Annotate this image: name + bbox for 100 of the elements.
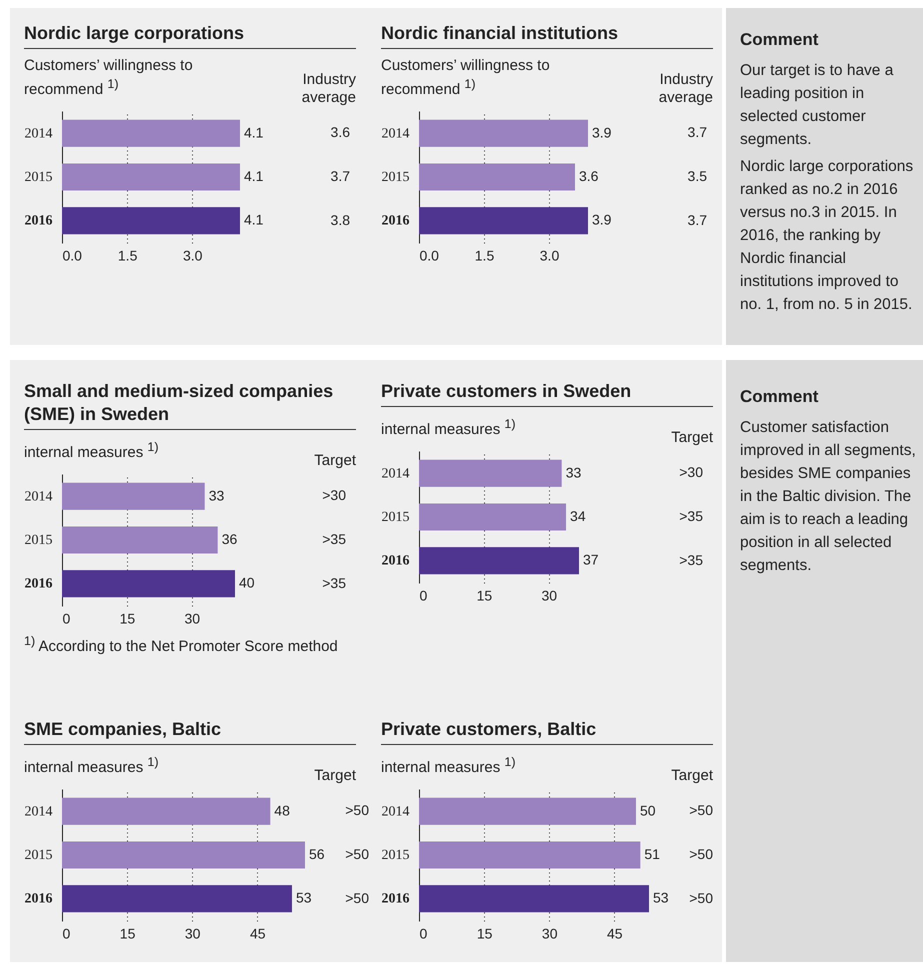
y-tick-label: 2015 xyxy=(24,170,52,185)
text: Target xyxy=(313,452,356,470)
text: 3.8 xyxy=(330,212,350,228)
text: Target xyxy=(670,429,713,447)
y-tick-label: 2014 xyxy=(382,804,410,820)
x-tick-label: 30 xyxy=(541,588,558,604)
text: $^{1)}$ According to the Net Promoter Score method xyxy=(24,634,339,655)
text: 3.7 xyxy=(688,124,708,140)
y-tick-label: 2015 xyxy=(382,170,410,185)
bar xyxy=(419,503,566,531)
chart-title: Private customers, Baltic xyxy=(381,718,713,745)
data-label: 53 xyxy=(653,890,669,906)
text: Industry average xyxy=(300,71,356,107)
text: >35 xyxy=(679,552,704,568)
data-label: 50 xyxy=(640,802,656,818)
y-tick-label: 2014 xyxy=(382,466,410,482)
y-tick-label: 2014 xyxy=(24,489,52,504)
y-tick-label: 2016 xyxy=(24,214,52,229)
data-label: 53 xyxy=(296,890,312,906)
x-tick-label: 30 xyxy=(184,610,200,626)
data-label: 48 xyxy=(274,802,290,818)
y-tick-label: 2014 xyxy=(382,126,410,142)
data-label: 4.1 xyxy=(244,168,264,184)
text: Industry average xyxy=(658,71,713,107)
text: 3.5 xyxy=(688,168,708,184)
chart-title: Nordic large corporations xyxy=(24,22,356,49)
text: 3.7 xyxy=(688,212,708,228)
data-label: 3.9 xyxy=(592,124,612,140)
y-tick-label: 2016 xyxy=(24,892,52,907)
text: >50 xyxy=(689,802,714,818)
x-tick-label: 30 xyxy=(184,926,201,942)
x-tick-label: 0 xyxy=(420,926,428,942)
text: >30 xyxy=(322,487,346,503)
text: Our target is to have a leading position in selected customer segments. xyxy=(740,61,894,150)
chart-subtitle: internal measures $^{1)}$ xyxy=(24,439,160,462)
y-tick-label: 2014 xyxy=(24,804,52,820)
text: >35 xyxy=(322,531,346,547)
chart-title: Nordic financial institutions xyxy=(381,22,713,49)
text: 3.7 xyxy=(330,168,350,184)
chart-title: Private customers in Sweden xyxy=(381,380,713,407)
x-tick-label: 0 xyxy=(62,926,70,942)
x-tick-label: 0 xyxy=(420,588,428,604)
data-label: 34 xyxy=(570,508,586,524)
bar xyxy=(419,460,562,487)
text: >50 xyxy=(345,802,370,818)
text: Nordic large corporations ranked as no.2 in 2016 versus no.3 in 2015. In 2016, the ranking by Nordic financial institutions improved to no. 1, from no. 5 in 2015. xyxy=(740,157,914,315)
chart-subtitle: Customers’ willingness to recommend $^{1)}$ xyxy=(24,57,194,99)
data-label: 33 xyxy=(566,464,582,480)
text: >50 xyxy=(345,890,370,906)
bar xyxy=(419,547,579,574)
x-tick-label: 0 xyxy=(62,610,70,626)
x-tick-label: 0.0 xyxy=(420,248,440,264)
data-label: 37 xyxy=(583,552,599,568)
data-label: 3.9 xyxy=(592,212,612,228)
text: >35 xyxy=(679,508,704,524)
y-tick-label: 2015 xyxy=(24,533,52,548)
text: >50 xyxy=(689,890,714,906)
chart-subtitle: Customers’ willingness to recommend $^{1)}$ xyxy=(381,57,551,99)
data-label: 51 xyxy=(644,846,660,862)
x-tick-label: 3.0 xyxy=(183,248,203,264)
x-tick-label: 1.5 xyxy=(474,248,494,264)
y-tick-label: 2016 xyxy=(382,554,410,569)
x-tick-label: 45 xyxy=(250,926,266,942)
chart-subtitle: internal measures $^{1)}$ xyxy=(24,754,160,777)
text: Target xyxy=(313,767,356,785)
data-label: 36 xyxy=(222,531,238,547)
text: Comment xyxy=(740,29,820,51)
x-tick-label: 1.5 xyxy=(118,248,138,264)
data-label: 56 xyxy=(309,846,325,862)
text: >50 xyxy=(345,846,370,862)
y-tick-label: 2015 xyxy=(382,848,410,863)
chart-subtitle: internal measures $^{1)}$ xyxy=(381,754,517,777)
text: >30 xyxy=(679,464,704,480)
text: 3.6 xyxy=(330,124,350,140)
data-label: 33 xyxy=(208,487,225,504)
data-label: 40 xyxy=(239,574,255,591)
chart-subtitle: internal measures $^{1)}$ xyxy=(381,416,517,439)
y-tick-label: 2016 xyxy=(382,214,410,229)
x-tick-label: 15 xyxy=(476,588,492,604)
y-tick-label: 2015 xyxy=(24,848,52,863)
y-tick-label: 2016 xyxy=(24,576,52,592)
x-tick-label: 15 xyxy=(476,926,493,942)
y-tick-label: 2016 xyxy=(382,892,410,907)
text: >35 xyxy=(322,575,346,591)
chart-title: Small and medium-sized companies (SME) in Sweden xyxy=(24,380,356,430)
x-tick-label: 3.0 xyxy=(540,248,560,264)
x-tick-label: 15 xyxy=(120,926,136,942)
y-tick-label: 2014 xyxy=(24,126,52,142)
x-tick-label: 45 xyxy=(606,926,623,942)
y-tick-label: 2015 xyxy=(382,510,410,525)
text: >50 xyxy=(689,846,714,862)
data-label: 3.6 xyxy=(579,168,599,184)
text: Comment xyxy=(740,386,820,408)
chart-title: SME companies, Baltic xyxy=(24,718,356,745)
x-tick-label: 0.0 xyxy=(62,248,82,264)
data-label: 4.1 xyxy=(244,124,264,140)
text: Customer satisfaction improved in all segments, besides SME companies in the Baltic division. The aim is to reach a leading position in all selected segments. xyxy=(740,418,917,576)
x-tick-label: 30 xyxy=(542,926,558,942)
data-label: 4.1 xyxy=(244,212,264,228)
x-tick-label: 15 xyxy=(120,610,136,626)
